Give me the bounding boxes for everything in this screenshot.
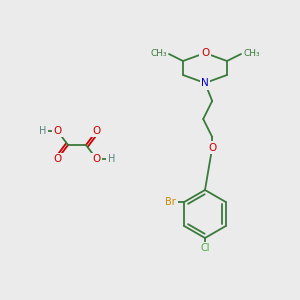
Text: H: H [39, 126, 46, 136]
Text: O: O [201, 48, 209, 58]
Text: H: H [108, 154, 115, 164]
Text: O: O [93, 126, 101, 136]
Text: O: O [53, 154, 61, 164]
Text: Br: Br [166, 197, 176, 207]
Text: CH₃: CH₃ [243, 50, 260, 58]
Text: Cl: Cl [200, 243, 210, 253]
Text: N: N [201, 78, 209, 88]
Text: O: O [208, 143, 216, 153]
Text: O: O [53, 126, 61, 136]
Text: CH₃: CH₃ [150, 50, 167, 58]
Text: O: O [93, 154, 101, 164]
